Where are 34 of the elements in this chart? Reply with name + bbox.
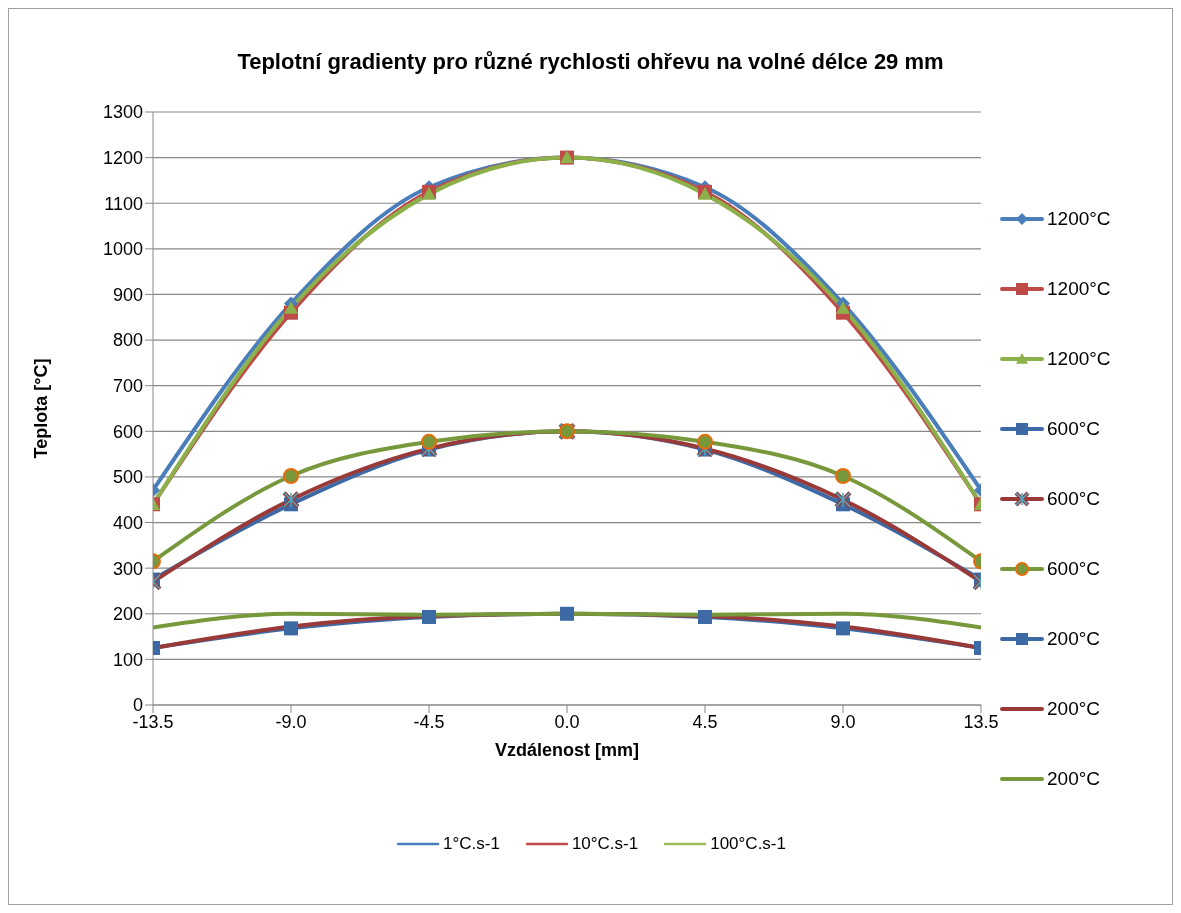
legend-label: 1°C.s-1	[443, 834, 500, 854]
chart-title: Teplotní gradienty pro různé rychlosti ohřevu na volné délce 29 mm	[236, 49, 945, 75]
legend-label: 200°C	[1047, 768, 1101, 790]
y-tick-label: 100	[112, 649, 143, 670]
y-tick-label: 600	[112, 421, 143, 442]
legend-label: 600°C	[1047, 418, 1101, 440]
x-tick-label: 13.5	[963, 711, 999, 732]
legend-label: 600°C	[1047, 488, 1101, 510]
y-tick-label: 1100	[104, 193, 143, 214]
legend-label: 100°C.s-1	[710, 834, 786, 854]
y-tick-label: 700	[112, 376, 143, 397]
y-tick-label: 1000	[102, 239, 143, 260]
legend-label: 200°C	[1047, 628, 1101, 650]
x-tick-label: 4.5	[692, 711, 718, 732]
legend-label: 1200°C	[1047, 208, 1111, 230]
legend-label: 1200°C	[1047, 348, 1111, 370]
y-tick-label: 900	[112, 284, 143, 305]
legend-label: 10°C.s-1	[571, 834, 639, 854]
y-tick-label: 500	[112, 467, 143, 488]
y-tick-label: 1300	[102, 102, 143, 123]
y-tick-label: 200	[112, 604, 143, 625]
x-tick-label: 0.0	[554, 711, 580, 732]
x-tick-label: -4.5	[413, 711, 445, 732]
legend-label: 1200°C	[1047, 278, 1111, 300]
x-axis-title: Vzdálenost [mm]	[494, 739, 640, 760]
y-axis-title: Teplota [°C]	[31, 358, 52, 459]
x-tick-label: 9.0	[830, 711, 856, 732]
y-tick-label: 1200	[102, 148, 143, 169]
x-tick-label: -9.0	[275, 711, 307, 732]
y-tick-label: 300	[112, 558, 143, 579]
y-tick-label: 400	[112, 512, 143, 533]
legend-label: 600°C	[1047, 558, 1101, 580]
legend-label: 200°C	[1047, 698, 1101, 720]
y-tick-label: 800	[112, 330, 143, 351]
